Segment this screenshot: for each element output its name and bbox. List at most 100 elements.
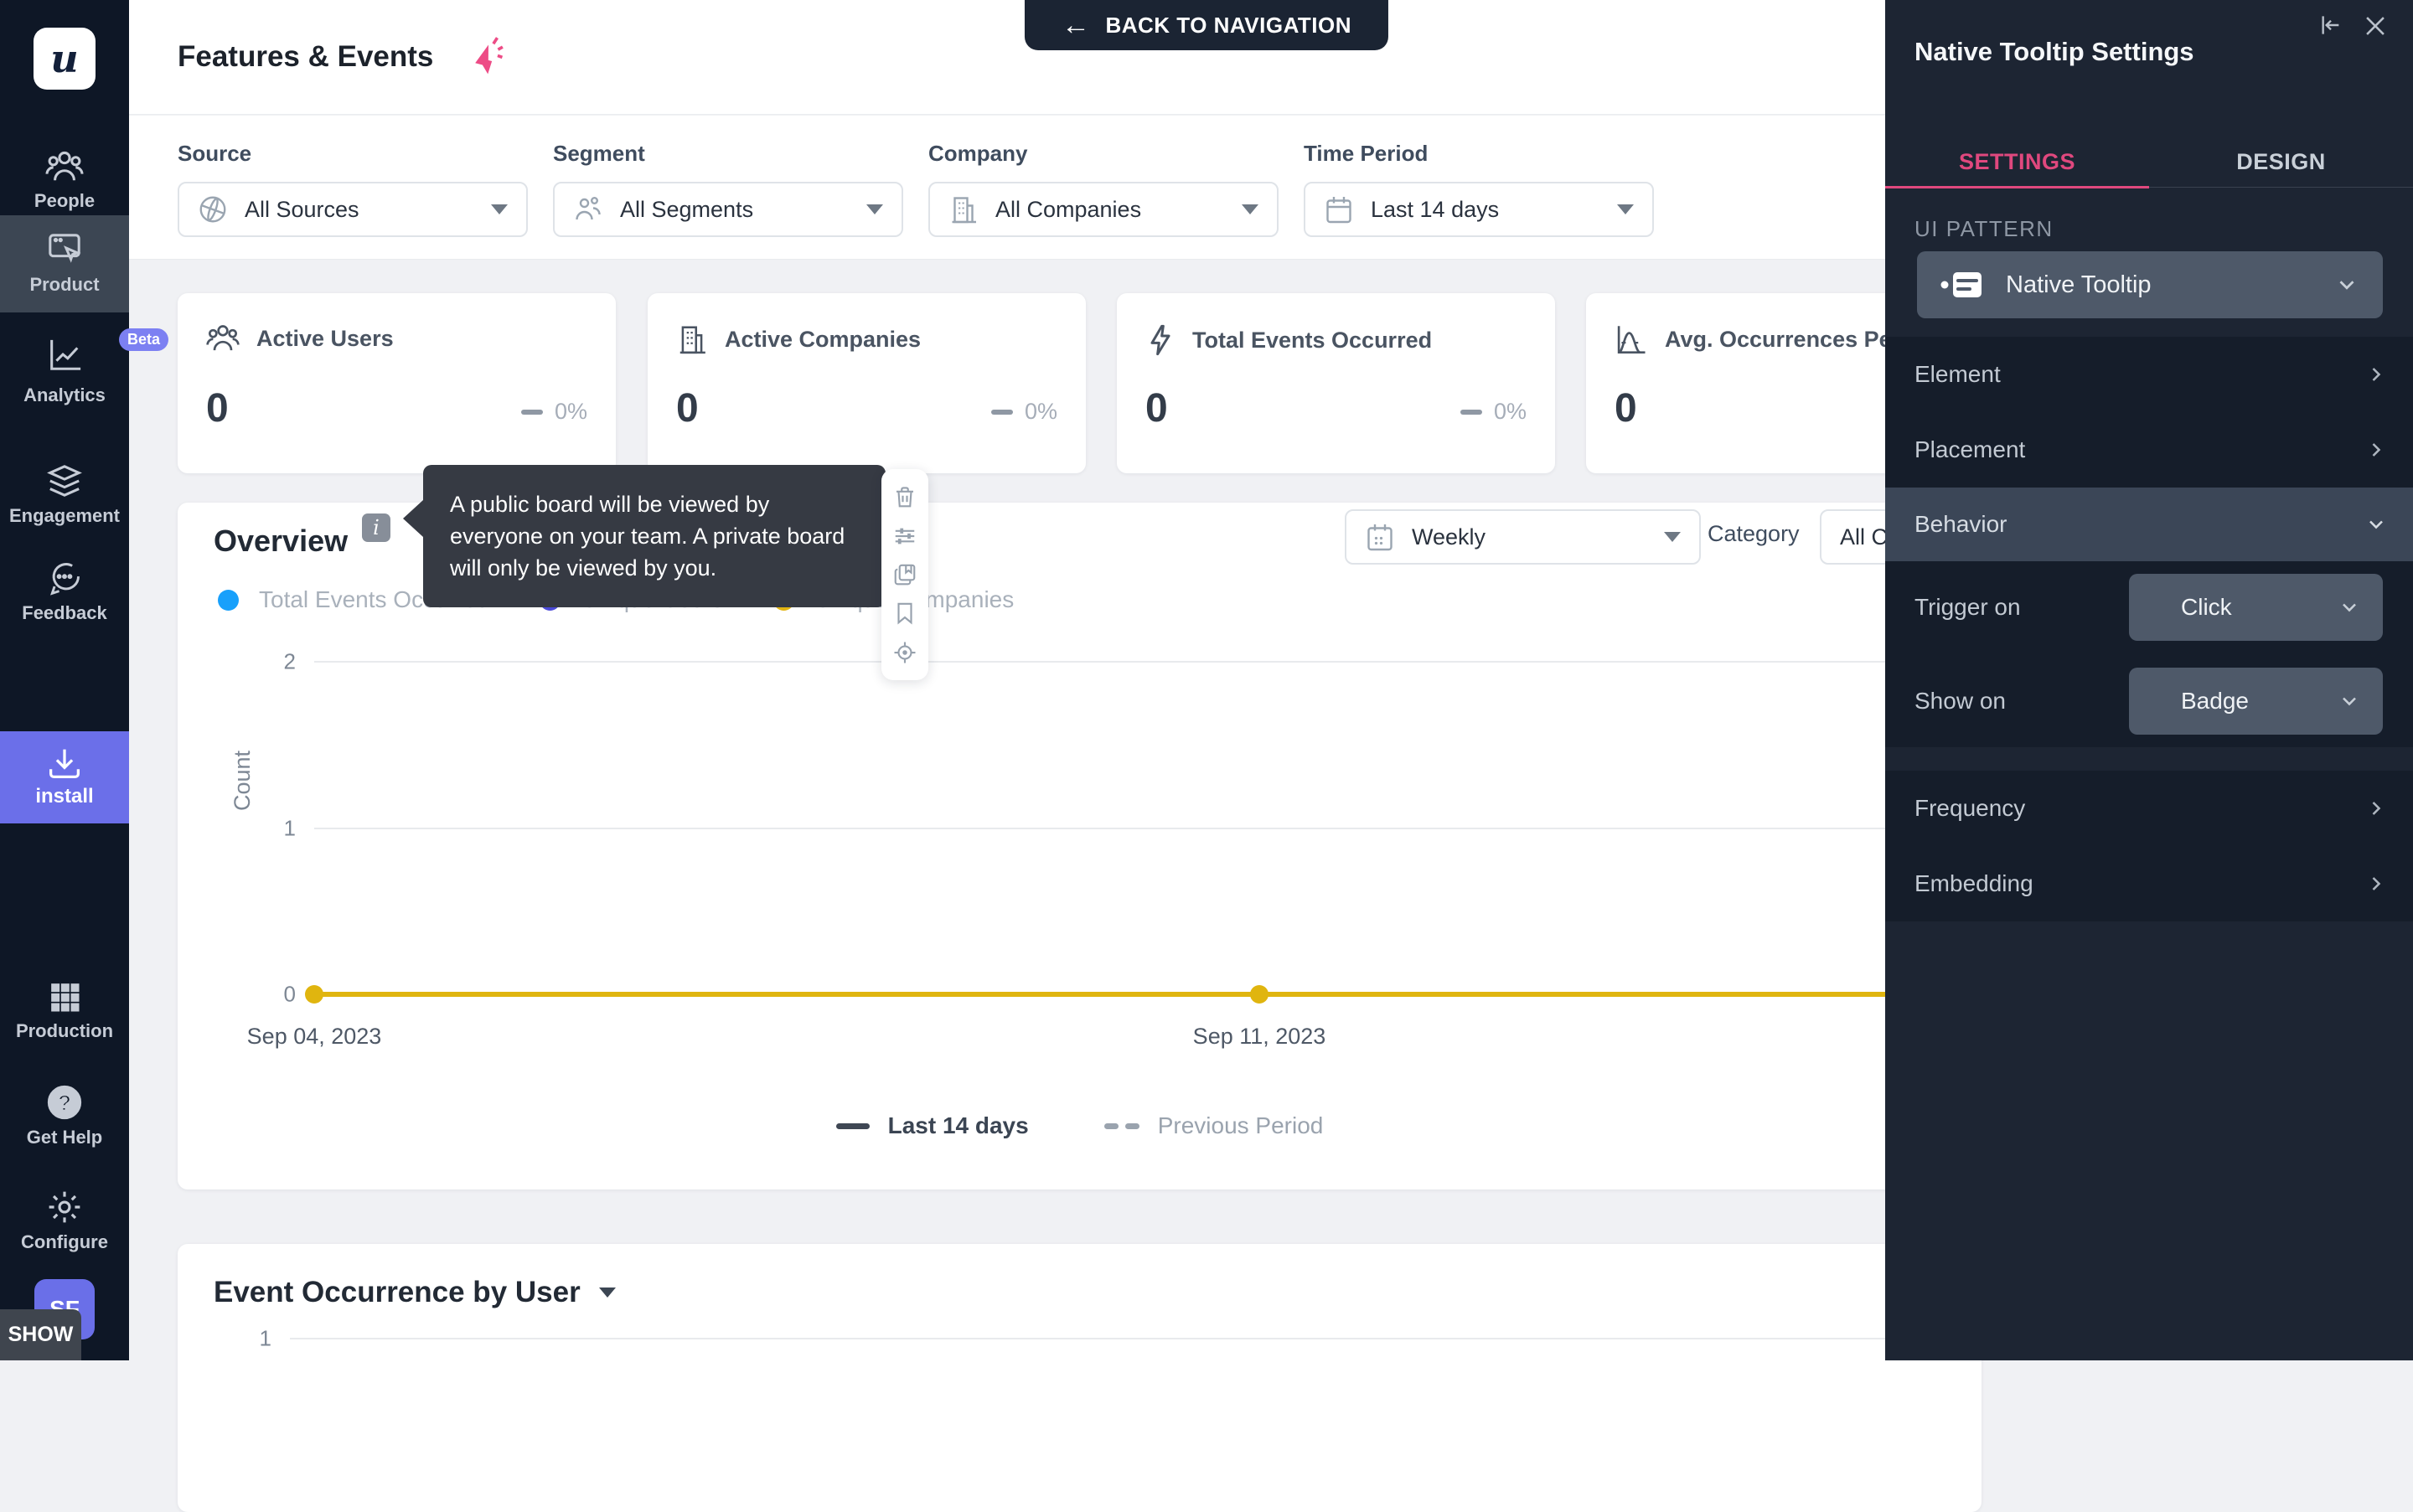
sidebar: u People Product Beta Analytics Engageme… xyxy=(0,0,169,1360)
segment-icon xyxy=(576,196,601,220)
gear-icon xyxy=(49,1191,80,1223)
y-axis-tick: 1 xyxy=(259,1325,271,1351)
tooltip-pattern-icon xyxy=(1940,272,1982,297)
chevron-down-icon xyxy=(2343,697,2356,706)
trash-icon[interactable] xyxy=(892,484,917,509)
filter-label: Segment xyxy=(553,141,645,166)
data-point[interactable] xyxy=(305,985,323,1004)
stat-value: 0 xyxy=(1145,386,1168,431)
overview-title: Overview xyxy=(214,524,349,558)
y-axis-label: Count xyxy=(230,750,255,811)
solid-dash-icon xyxy=(835,1122,870,1129)
event-occurrence-title[interactable]: Event Occurrence by User xyxy=(214,1276,616,1309)
trend-dash-icon xyxy=(1460,409,1482,415)
app-logo[interactable]: u xyxy=(34,28,96,90)
tab-design[interactable]: DESIGN xyxy=(2236,149,2326,174)
megaphone-icon xyxy=(475,37,504,75)
x-axis-tick: Sep 11, 2023 xyxy=(1192,1024,1326,1049)
chevron-down-icon xyxy=(2369,520,2383,529)
y-axis-tick: 0 xyxy=(283,981,296,1007)
trigger-on-select[interactable]: Click xyxy=(2129,574,2383,641)
stat-title: Active Users xyxy=(256,325,394,351)
stat-title: Total Events Occurred xyxy=(1192,327,1433,353)
page-title: Features & Events xyxy=(178,40,434,73)
sidebar-item-label: Engagement xyxy=(8,505,121,526)
sidebar-item-label: Feedback xyxy=(22,602,107,623)
chevron-right-icon xyxy=(2372,368,2381,381)
download-icon xyxy=(49,749,80,778)
company-select[interactable]: All Companies xyxy=(928,182,1279,237)
stat-card-total-events: Total Events Occurred 0 0% xyxy=(1117,293,1555,473)
chevron-right-icon xyxy=(2372,802,2381,815)
sidebar-item-people[interactable]: People xyxy=(0,141,129,221)
filter-source: Source All Sources xyxy=(178,141,528,237)
chevron-right-icon xyxy=(2372,443,2381,457)
sidebar-item-get-help[interactable]: ? Get Help xyxy=(0,1079,129,1154)
dashed-dash-icon xyxy=(1103,1122,1139,1129)
segment-select[interactable]: All Segments xyxy=(553,182,903,237)
collapse-panel-icon[interactable] xyxy=(2317,12,2344,39)
row-placement[interactable]: Placement xyxy=(1885,412,2413,488)
filter-label: Source xyxy=(178,141,252,166)
gridline xyxy=(290,1338,1982,1339)
row-embedding[interactable]: Embedding xyxy=(1885,846,2413,921)
install-button[interactable]: install xyxy=(0,731,129,823)
calendar-icon xyxy=(1326,197,1351,224)
native-tooltip-settings-panel: Native Tooltip Settings SETTINGS DESIGN … xyxy=(1885,0,2413,1360)
overview-chart: 0 1 2 Sep 04, 2023 Sep 11, 2023 xyxy=(247,649,1910,1049)
tab-settings[interactable]: SETTINGS xyxy=(1958,149,2075,174)
row-frequency[interactable]: Frequency xyxy=(1885,771,2413,846)
series-line-unique-companies xyxy=(314,992,1910,997)
stat-change: 0% xyxy=(1493,399,1527,424)
beta-badge: Beta xyxy=(119,328,169,351)
sidebar-item-product[interactable]: Product xyxy=(0,215,129,312)
panel-group-target: Element Placement xyxy=(1885,337,2413,488)
info-icon[interactable]: i xyxy=(362,513,390,542)
product-icon xyxy=(49,234,81,263)
arrow-left-icon: ← xyxy=(1061,9,1091,41)
trend-dash-icon xyxy=(990,409,1013,415)
sidebar-item-label: Production xyxy=(15,1020,114,1041)
engagement-icon xyxy=(47,465,82,497)
tab-divider xyxy=(2149,187,2413,188)
sidebar-item-engagement[interactable]: Engagement xyxy=(0,457,129,534)
field-show-on: Show on Badge xyxy=(1885,655,2413,747)
back-to-navigation-button[interactable]: ← BACK TO NAVIGATION xyxy=(1024,0,1389,50)
tooltip-arrow xyxy=(403,500,423,537)
gridline xyxy=(314,661,1910,663)
saved-reports-icon[interactable] xyxy=(892,562,917,587)
ui-pattern-select[interactable]: Native Tooltip xyxy=(1917,251,2383,318)
chevron-down-icon xyxy=(1664,532,1681,542)
row-behavior[interactable]: Behavior xyxy=(1885,488,2413,561)
stat-title: Active Companies xyxy=(725,326,922,352)
filter-label: Time Period xyxy=(1304,141,1429,166)
stat-card-active-companies: Active Companies 0 0% xyxy=(648,293,1086,473)
show-on-select[interactable]: Badge xyxy=(2129,668,2383,735)
data-point[interactable] xyxy=(1250,985,1269,1004)
sidebar-item-configure[interactable]: Configure xyxy=(0,1183,129,1260)
analytics-icon xyxy=(50,339,81,370)
stat-value: 0 xyxy=(1615,386,1637,431)
stat-value: 0 xyxy=(206,386,229,431)
locate-icon[interactable] xyxy=(892,640,917,665)
sidebar-item-production[interactable]: Production xyxy=(0,973,129,1049)
chevron-right-icon xyxy=(2372,877,2381,890)
time-period-select[interactable]: Last 14 days xyxy=(1304,182,1654,237)
chevron-down-icon xyxy=(2343,603,2356,612)
category-label: Category xyxy=(1708,521,1800,546)
close-icon[interactable] xyxy=(2361,12,2390,40)
source-select[interactable]: All Sources xyxy=(178,182,528,237)
filter-time-period: Time Period Last 14 days xyxy=(1304,141,1654,237)
sidebar-item-feedback[interactable]: Feedback xyxy=(0,555,129,630)
x-axis-tick: Sep 04, 2023 xyxy=(246,1024,382,1049)
sidebar-item-analytics[interactable]: Beta Analytics xyxy=(0,323,169,420)
help-icon: ? xyxy=(47,1085,82,1120)
chevron-down-icon xyxy=(1242,204,1258,214)
bookmark-icon[interactable] xyxy=(892,601,917,626)
building-icon xyxy=(952,197,976,224)
granularity-select[interactable]: Weekly xyxy=(1345,509,1701,565)
people-icon xyxy=(45,151,84,181)
calendar-icon xyxy=(1367,524,1393,551)
sliders-icon[interactable] xyxy=(892,524,917,549)
row-element[interactable]: Element xyxy=(1885,337,2413,412)
